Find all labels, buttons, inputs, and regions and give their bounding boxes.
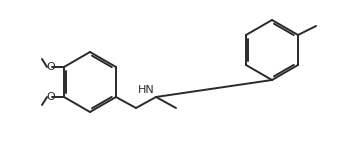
Text: O: O [47,62,55,72]
Text: HN: HN [138,85,155,95]
Text: O: O [47,92,55,102]
